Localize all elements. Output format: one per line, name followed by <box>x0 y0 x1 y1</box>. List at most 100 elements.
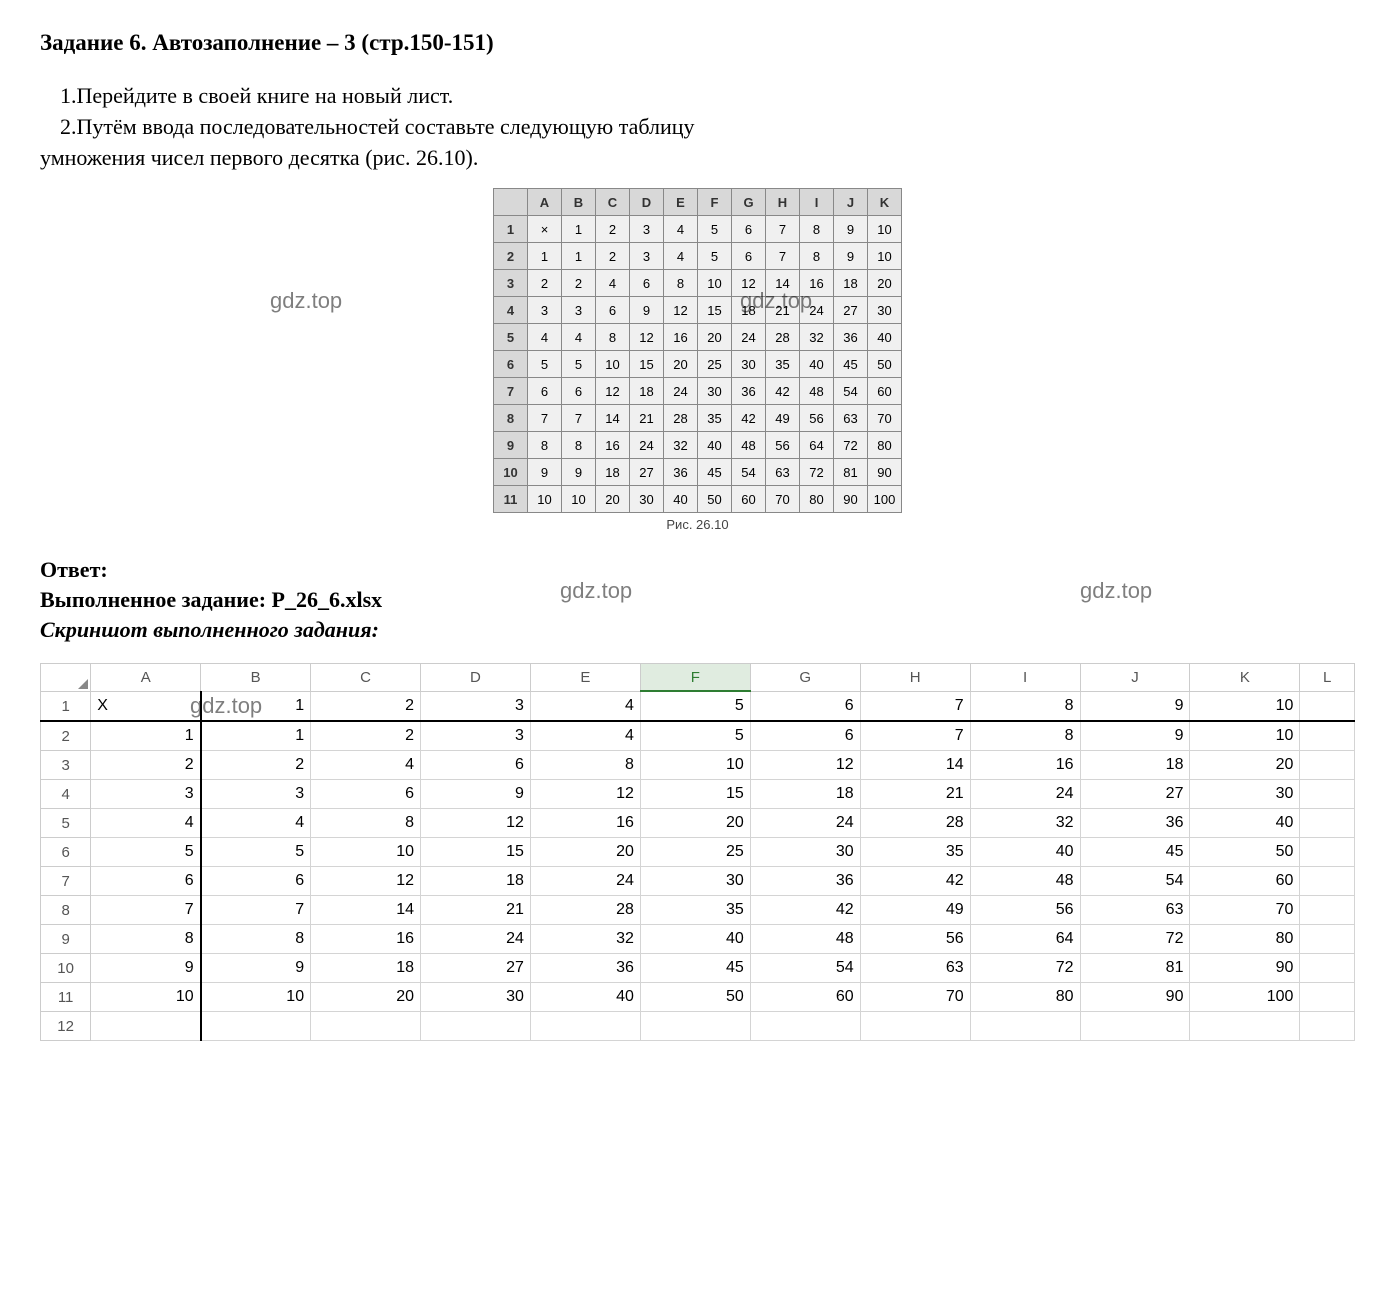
excel-row-header[interactable]: 4 <box>41 780 91 809</box>
excel-cell[interactable]: 30 <box>421 983 531 1012</box>
excel-cell[interactable]: 10 <box>640 751 750 780</box>
excel-cell[interactable]: 50 <box>640 983 750 1012</box>
excel-cell[interactable]: 7 <box>91 896 201 925</box>
excel-cell[interactable]: 72 <box>1080 925 1190 954</box>
excel-cell[interactable]: 35 <box>860 838 970 867</box>
excel-cell[interactable]: 2 <box>91 751 201 780</box>
excel-cell[interactable] <box>1300 751 1355 780</box>
excel-cell[interactable]: 40 <box>970 838 1080 867</box>
excel-cell[interactable]: 2 <box>311 721 421 751</box>
excel-row-header[interactable]: 9 <box>41 925 91 954</box>
excel-cell[interactable]: 8 <box>311 809 421 838</box>
excel-cell[interactable]: 15 <box>421 838 531 867</box>
excel-cell[interactable]: 18 <box>1080 751 1190 780</box>
excel-cell[interactable] <box>1300 780 1355 809</box>
excel-cell[interactable] <box>1300 809 1355 838</box>
excel-col-header[interactable]: B <box>201 664 311 692</box>
excel-cell[interactable]: 90 <box>1080 983 1190 1012</box>
excel-row-header[interactable]: 3 <box>41 751 91 780</box>
excel-cell[interactable] <box>1300 867 1355 896</box>
excel-cell[interactable]: 24 <box>421 925 531 954</box>
excel-cell[interactable]: 7 <box>201 896 311 925</box>
excel-cell[interactable]: 3 <box>201 780 311 809</box>
excel-cell[interactable]: 20 <box>311 983 421 1012</box>
excel-cell[interactable]: 12 <box>750 751 860 780</box>
excel-cell[interactable]: 6 <box>311 780 421 809</box>
excel-cell[interactable]: 63 <box>1080 896 1190 925</box>
excel-cell[interactable]: 10 <box>91 983 201 1012</box>
excel-cell[interactable]: 7 <box>860 721 970 751</box>
excel-cell[interactable]: 12 <box>421 809 531 838</box>
excel-cell[interactable]: 12 <box>530 780 640 809</box>
excel-cell[interactable] <box>1300 896 1355 925</box>
excel-col-header[interactable]: L <box>1300 664 1355 692</box>
excel-cell[interactable]: 18 <box>311 954 421 983</box>
excel-row-header[interactable]: 1 <box>41 691 91 721</box>
excel-col-header[interactable]: J <box>1080 664 1190 692</box>
excel-cell[interactable]: 54 <box>750 954 860 983</box>
excel-cell[interactable]: 54 <box>1080 867 1190 896</box>
excel-cell[interactable]: 100 <box>1190 983 1300 1012</box>
excel-cell[interactable]: 18 <box>421 867 531 896</box>
excel-cell[interactable]: 28 <box>860 809 970 838</box>
excel-cell[interactable]: 40 <box>1190 809 1300 838</box>
excel-cell[interactable]: 8 <box>201 925 311 954</box>
excel-cell[interactable] <box>1300 691 1355 721</box>
excel-col-header-active[interactable]: F <box>640 664 750 692</box>
excel-cell[interactable]: 14 <box>860 751 970 780</box>
excel-cell[interactable]: 27 <box>1080 780 1190 809</box>
excel-cell[interactable]: 20 <box>640 809 750 838</box>
excel-cell[interactable]: 28 <box>530 896 640 925</box>
excel-cell[interactable]: 3 <box>421 691 531 721</box>
excel-cell[interactable]: 1 <box>201 721 311 751</box>
excel-cell[interactable] <box>1300 925 1355 954</box>
excel-cell[interactable]: 9 <box>1080 691 1190 721</box>
excel-cell[interactable]: 56 <box>970 896 1080 925</box>
excel-cell[interactable]: 80 <box>970 983 1080 1012</box>
excel-cell[interactable]: 4 <box>530 691 640 721</box>
excel-cell[interactable] <box>1300 838 1355 867</box>
excel-cell[interactable]: 30 <box>1190 780 1300 809</box>
excel-cell[interactable] <box>201 1012 311 1041</box>
excel-cell[interactable]: 10 <box>1190 721 1300 751</box>
excel-cell[interactable]: 5 <box>201 838 311 867</box>
excel-cell[interactable]: 6 <box>201 867 311 896</box>
excel-cell[interactable]: 56 <box>860 925 970 954</box>
excel-cell[interactable] <box>1300 721 1355 751</box>
excel-cell[interactable]: 20 <box>1190 751 1300 780</box>
excel-cell[interactable] <box>91 1012 201 1041</box>
excel-cell[interactable]: 15 <box>640 780 750 809</box>
excel-cell[interactable]: 30 <box>750 838 860 867</box>
excel-cell[interactable]: 6 <box>421 751 531 780</box>
excel-cell[interactable]: 8 <box>970 721 1080 751</box>
excel-row-header[interactable]: 7 <box>41 867 91 896</box>
excel-cell[interactable]: 6 <box>750 691 860 721</box>
excel-cell[interactable]: 4 <box>91 809 201 838</box>
excel-cell[interactable]: 27 <box>421 954 531 983</box>
excel-cell[interactable]: 48 <box>750 925 860 954</box>
excel-cell[interactable]: 4 <box>530 721 640 751</box>
excel-row-header[interactable]: 11 <box>41 983 91 1012</box>
excel-cell[interactable]: 2 <box>201 751 311 780</box>
excel-cell[interactable]: 25 <box>640 838 750 867</box>
excel-cell[interactable]: 36 <box>1080 809 1190 838</box>
excel-cell[interactable] <box>640 1012 750 1041</box>
excel-cell[interactable]: 35 <box>640 896 750 925</box>
excel-col-header[interactable]: G <box>750 664 860 692</box>
excel-cell[interactable]: 4 <box>311 751 421 780</box>
excel-cell[interactable] <box>1300 954 1355 983</box>
excel-cell[interactable]: 40 <box>640 925 750 954</box>
excel-cell[interactable]: 6 <box>91 867 201 896</box>
excel-cell[interactable]: 80 <box>1190 925 1300 954</box>
excel-cell[interactable]: 64 <box>970 925 1080 954</box>
excel-corner[interactable] <box>41 664 91 692</box>
excel-cell[interactable]: 90 <box>1190 954 1300 983</box>
excel-cell[interactable]: 49 <box>860 896 970 925</box>
excel-row-header[interactable]: 5 <box>41 809 91 838</box>
excel-cell[interactable]: 42 <box>750 896 860 925</box>
excel-cell[interactable]: 16 <box>530 809 640 838</box>
excel-cell[interactable]: 6 <box>750 721 860 751</box>
excel-cell[interactable]: 12 <box>311 867 421 896</box>
excel-cell[interactable]: 14 <box>311 896 421 925</box>
excel-cell[interactable]: 10 <box>201 983 311 1012</box>
